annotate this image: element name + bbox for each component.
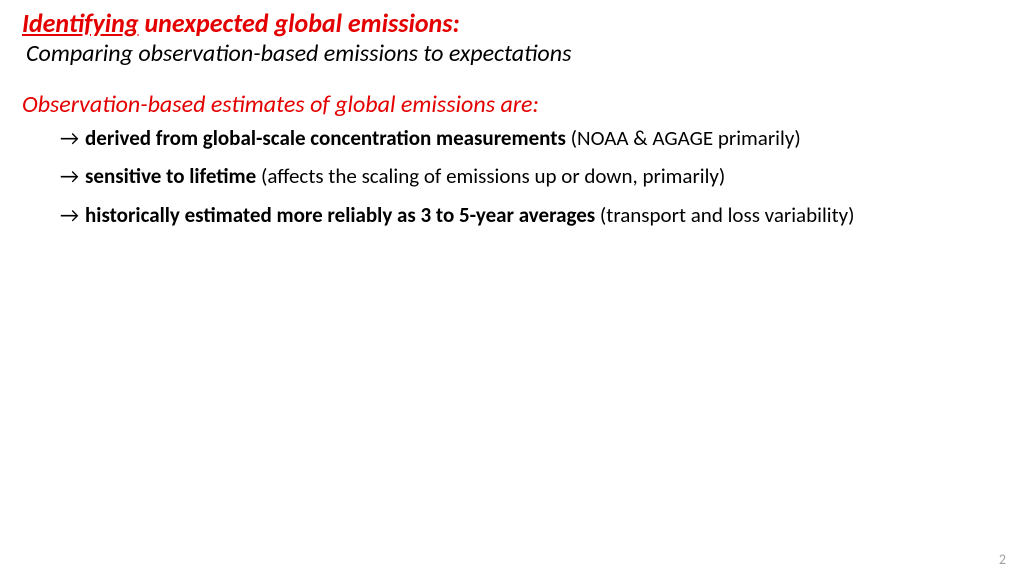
bullet-item: → historically estimated more reliably a… [60,202,1002,228]
bullet-bold: derived from global-scale concentration … [85,125,571,151]
bullet-bold: historically estimated more reliably as … [85,202,600,228]
arrow-icon: → [60,125,79,151]
title-underlined-word: Identifying [22,7,139,39]
bullet-normal: (transport and loss variability) [600,202,855,228]
section-heading: Observation-based estimates of global em… [22,90,1002,119]
arrow-icon: → [60,202,79,228]
bullet-list: → derived from global-scale concentratio… [22,125,1002,228]
slide: Identifying unexpected global emissions:… [0,0,1024,576]
bullet-item: → sensitive to lifetime (affects the sca… [60,163,1002,189]
bullet-normal: (affects the scaling of emissions up or … [261,163,725,189]
slide-title: Identifying unexpected global emissions: [22,8,1002,39]
bullet-bold: sensitive to lifetime [85,163,261,189]
title-rest: unexpected global emissions: [139,7,460,39]
bullet-text: sensitive to lifetime (affects the scali… [85,163,725,189]
slide-subtitle: Comparing observation-based emissions to… [26,39,1002,68]
bullet-item: → derived from global-scale concentratio… [60,125,1002,151]
bullet-normal: (NOAA & AGAGE primarily) [571,125,801,151]
bullet-text: derived from global-scale concentration … [85,125,801,151]
arrow-icon: → [60,163,79,189]
page-number: 2 [999,551,1006,568]
bullet-text: historically estimated more reliably as … [85,202,855,228]
